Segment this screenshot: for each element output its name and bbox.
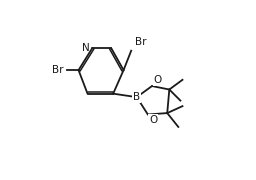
Text: Br: Br [52,65,63,75]
Text: O: O [153,75,162,85]
Text: N: N [82,43,90,53]
Text: O: O [149,115,157,125]
Text: Br: Br [135,37,147,47]
Text: B: B [133,92,140,102]
